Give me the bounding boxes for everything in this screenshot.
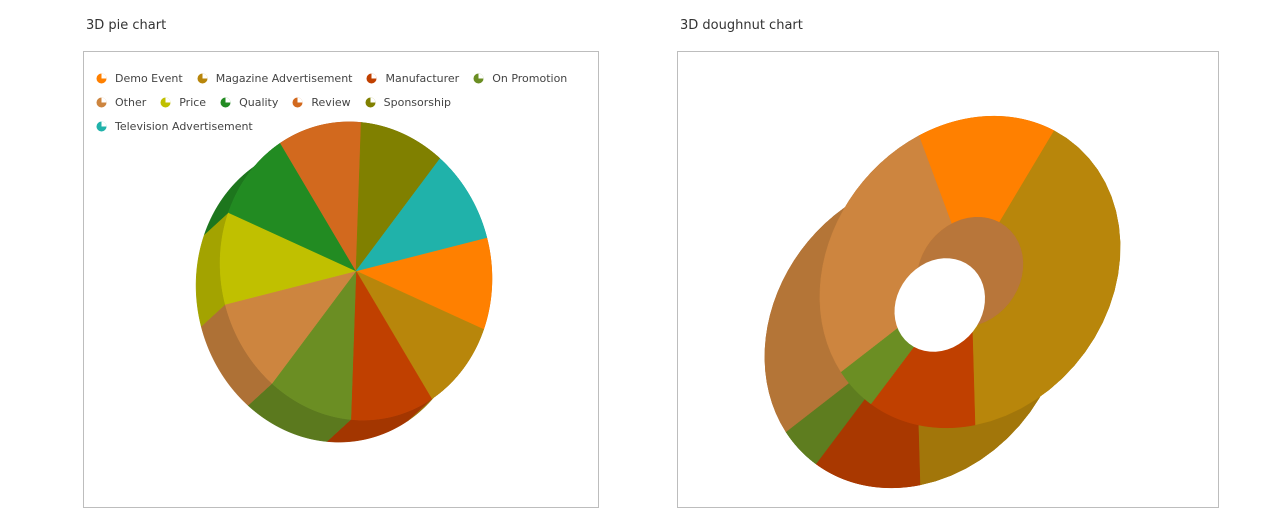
pie-slice[interactable] xyxy=(355,122,441,272)
pie-slice-icon xyxy=(366,73,377,83)
pie-slice-icon xyxy=(292,97,303,107)
pie-slice-icon xyxy=(160,97,171,107)
pie-slice[interactable] xyxy=(219,212,357,305)
legend-label: Manufacturer xyxy=(385,71,460,85)
legend-item[interactable]: Quality xyxy=(220,90,278,114)
pie-slice[interactable] xyxy=(355,237,493,330)
legend-label: Sponsorship xyxy=(383,95,452,109)
legend-item[interactable]: Manufacturer xyxy=(366,66,459,90)
legend-label: Quality xyxy=(239,95,279,109)
pie-slice[interactable] xyxy=(355,158,488,272)
pie-slice[interactable] xyxy=(228,142,357,272)
pie-slice[interactable] xyxy=(355,270,484,400)
legend-label: On Promotion xyxy=(492,71,568,85)
legend-label: Television Advertisement xyxy=(115,119,253,133)
legend-item[interactable]: Television Advertisement xyxy=(96,114,253,138)
legend-item[interactable]: On Promotion xyxy=(473,66,567,90)
legend-item[interactable]: Other xyxy=(96,90,146,114)
legend-label: Other xyxy=(115,95,147,109)
legend-item[interactable]: Price xyxy=(160,90,206,114)
pie-slice-icon xyxy=(365,97,376,107)
pie-slice[interactable] xyxy=(224,270,357,384)
legend-label: Review xyxy=(311,95,351,109)
chart-legend: Demo Event Magazine Advertisement Manufact… xyxy=(96,66,596,138)
doughnut-chart-title: 3D doughnut chart xyxy=(680,18,803,33)
pie-chart-plot xyxy=(195,121,493,443)
pie-slice[interactable] xyxy=(350,270,433,421)
legend-item[interactable]: Sponsorship xyxy=(365,90,451,114)
pie-chart-panel: Demo Event Magazine Advertisement Manufact… xyxy=(83,51,599,508)
pie-slice[interactable] xyxy=(271,270,357,420)
pie-slice-icon xyxy=(197,73,208,83)
legend-label: Price xyxy=(179,95,207,109)
doughnut-chart-panel xyxy=(677,51,1219,508)
pie-slice-icon xyxy=(473,73,484,83)
doughnut-chart-plot xyxy=(764,115,1121,489)
legend-item[interactable]: Review xyxy=(292,90,351,114)
pie-chart-title: 3D pie chart xyxy=(86,18,167,33)
legend-label: Demo Event xyxy=(115,71,183,85)
pie-slice-icon xyxy=(96,97,107,107)
pie-slice-icon xyxy=(96,121,107,131)
pie-slice-icon xyxy=(96,73,107,83)
pie-slice[interactable] xyxy=(279,121,362,272)
legend-label: Magazine Advertisement xyxy=(215,71,353,85)
legend-item[interactable]: Magazine Advertisement xyxy=(197,66,353,90)
legend-item[interactable]: Demo Event xyxy=(96,66,183,90)
pie-slice-icon xyxy=(220,97,231,107)
